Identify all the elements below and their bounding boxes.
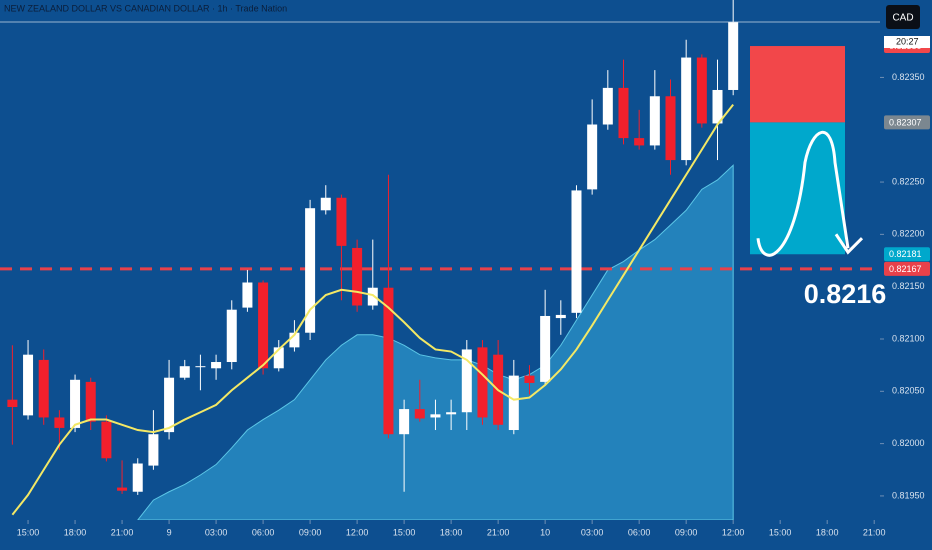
candle-body [430, 414, 441, 418]
x-tick-label: 03:00 [581, 527, 604, 537]
level-annotation: 0.8216 [804, 279, 887, 309]
y-tick-label: 0.82050 [892, 386, 925, 396]
x-tick-label: 15:00 [17, 527, 40, 537]
candle-body [320, 197, 331, 211]
target-zone [750, 122, 845, 255]
x-tick-label: 18:00 [816, 527, 839, 537]
candle-body [399, 409, 410, 435]
x-tick-label: 12:00 [346, 527, 369, 537]
axes: 0.81950 0.82000 0.82050 0.82100 0.82150 0.822… [17, 5, 930, 537]
candle-body [289, 332, 300, 348]
currency-box [886, 5, 920, 29]
candle-body [336, 197, 347, 246]
candle-body [461, 349, 472, 413]
moving-average [11, 104, 734, 516]
candle-body [117, 487, 128, 491]
candle-body [273, 347, 284, 369]
price-label-box [884, 247, 930, 262]
candle-body [367, 287, 378, 306]
candle-body [414, 409, 425, 419]
candle-body [179, 366, 190, 378]
candle-body [665, 96, 676, 161]
candle-body [7, 399, 18, 408]
x-tick-label: 9 [167, 527, 172, 537]
stop-zone [750, 46, 845, 123]
countdown-box [884, 36, 930, 48]
wave-arrow [756, 130, 850, 257]
price-label-box [884, 115, 930, 130]
price-label-box [884, 261, 930, 276]
candle-body [571, 190, 582, 313]
candle-body [85, 381, 96, 422]
x-tick-label: 21:00 [487, 527, 510, 537]
candle-body [211, 362, 222, 369]
candle-body [540, 315, 551, 382]
x-tick-label: 09:00 [299, 527, 322, 537]
candle-body [383, 287, 394, 435]
countdown-label: 20:27 [896, 36, 919, 46]
y-tick-label: 0.82100 [892, 333, 925, 343]
candle-body [54, 417, 65, 428]
plot-area [0, 0, 880, 520]
price-label: 0.82167 [889, 264, 922, 274]
x-tick-label: 18:00 [64, 527, 87, 537]
x-tick-label: 06:00 [252, 527, 275, 537]
y-tick-label: 0.82250 [892, 176, 925, 186]
x-tick-label: 15:00 [393, 527, 416, 537]
chart-title: NEW ZEALAND DOLLAR VS CANADIAN DOLLAR · … [4, 3, 287, 13]
candle-body [70, 379, 81, 428]
candle-body [352, 247, 363, 306]
candle-body [305, 208, 316, 333]
x-tick-label: 03:00 [205, 527, 228, 537]
candle-body [712, 89, 723, 124]
candle-body [681, 57, 692, 161]
candle-body [602, 87, 613, 125]
candle-body [728, 21, 739, 90]
candle-body [132, 463, 143, 492]
x-tick-label: 09:00 [675, 527, 698, 537]
candle-body [242, 282, 253, 308]
price-label: 0.82181 [889, 249, 922, 259]
candle-body [524, 375, 535, 383]
candle-body [258, 282, 269, 369]
candle-body [555, 314, 566, 319]
indicator-area [137, 164, 734, 520]
candle-body [618, 87, 629, 139]
x-tick-label: 15:00 [769, 527, 792, 537]
candle-body [195, 366, 206, 368]
candle-body [587, 124, 598, 190]
x-tick-label: 21:00 [111, 527, 134, 537]
y-tick-label: 0.82350 [892, 72, 925, 82]
y-tick-label: 0.81950 [892, 490, 925, 500]
candle-body [634, 138, 645, 146]
candle-body [477, 347, 488, 418]
candle-body [164, 377, 175, 433]
x-tick-label: 21:00 [863, 527, 886, 537]
y-tick-label: 0.82200 [892, 229, 925, 239]
x-tick-label: 12:00 [722, 527, 745, 537]
candle-body [696, 57, 707, 124]
candle-body [446, 412, 457, 415]
candle-body [38, 359, 49, 418]
x-tick-label: 06:00 [628, 527, 651, 537]
y-tick-label: 0.82000 [892, 438, 925, 448]
price-label: 0.82307 [889, 117, 922, 127]
candle-body [226, 309, 237, 363]
candle-body [508, 375, 519, 431]
y-tick-label: 0.82150 [892, 281, 925, 291]
currency-label: CAD [892, 13, 913, 24]
candle-body [101, 421, 112, 459]
x-tick-label: 18:00 [440, 527, 463, 537]
candle-body [148, 434, 159, 466]
arrow-head [834, 233, 864, 255]
x-tick-label: 10 [540, 527, 550, 537]
candle-body [23, 354, 34, 416]
candle-body [649, 96, 660, 146]
